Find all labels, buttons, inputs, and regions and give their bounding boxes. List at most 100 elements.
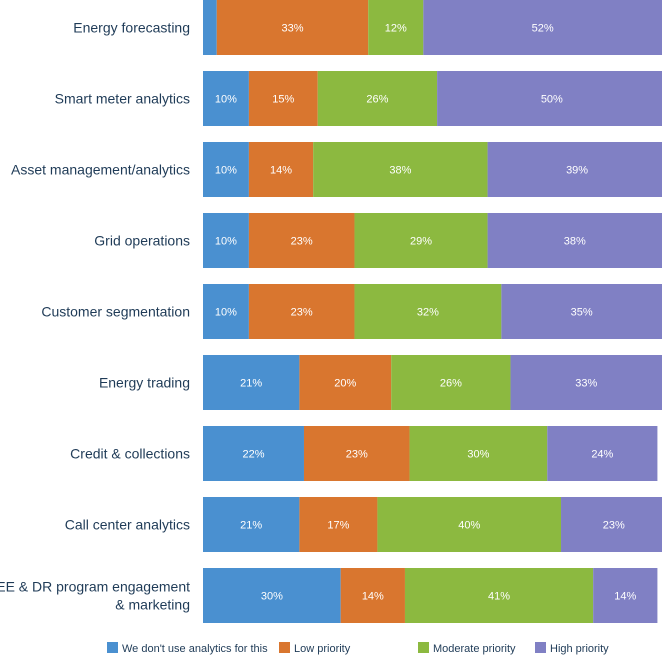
- legend-label: Moderate priority: [433, 643, 516, 655]
- bar-segment: [368, 0, 424, 55]
- bar-segment: [340, 568, 405, 623]
- bar-row: 10% 23% 32% 35%: [203, 284, 662, 339]
- category-labels: Energy forecasting Smart meter analytics A…: [0, 20, 190, 613]
- legend: We don't use analytics for this Low prior…: [107, 642, 609, 655]
- category-label-line: Grid operations: [94, 233, 190, 249]
- legend-item: Moderate priority: [418, 642, 516, 655]
- bar-segment: [299, 355, 392, 410]
- bar-segment: [203, 355, 300, 410]
- category-label: Grid operations: [94, 233, 190, 249]
- category-label-line: EE & DR program engagement: [0, 579, 190, 595]
- bar-segment: [317, 71, 438, 126]
- category-label-line: Smart meter analytics: [55, 91, 190, 107]
- bar-row: 10% 15% 26% 50%: [203, 71, 662, 126]
- data-label: 50%: [541, 94, 563, 106]
- data-label: 26%: [366, 94, 388, 106]
- bar-segment: [561, 497, 662, 552]
- data-label: 26%: [440, 378, 462, 390]
- category-label: EE & DR program engagement & marketing: [0, 579, 190, 613]
- data-label: 12%: [385, 23, 407, 35]
- bar-segment: [203, 497, 300, 552]
- legend-item: Low priority: [279, 642, 351, 655]
- category-label: Asset management/analytics: [11, 162, 190, 178]
- data-label: 39%: [566, 165, 588, 177]
- legend-label: High priority: [550, 643, 609, 655]
- bar-row: 22% 23% 30% 24%: [203, 426, 658, 481]
- data-label: 40%: [458, 520, 480, 532]
- data-label: 14%: [362, 591, 384, 603]
- bar-segment: [248, 71, 318, 126]
- data-label: 33%: [575, 378, 597, 390]
- category-label-line: Energy forecasting: [73, 20, 190, 36]
- bar-segment: [423, 0, 662, 55]
- data-label: 10%: [215, 165, 237, 177]
- bar-segment: [203, 0, 217, 55]
- bar-segment: [487, 142, 662, 197]
- data-label: 23%: [291, 236, 313, 248]
- bar-segment: [248, 142, 314, 197]
- legend-swatch: [279, 642, 290, 653]
- bar-segment: [404, 568, 594, 623]
- bar-segment: [203, 284, 249, 339]
- data-label: 24%: [591, 449, 613, 461]
- bar-segment: [303, 426, 410, 481]
- bar-segment: [501, 284, 662, 339]
- category-label-line: Call center analytics: [65, 517, 190, 533]
- bar-segment: [203, 142, 249, 197]
- bar-segment: [391, 355, 511, 410]
- bar-segment: [593, 568, 658, 623]
- bar-segment: [203, 71, 249, 126]
- bar-row: 21% 20% 26% 33%: [203, 355, 662, 410]
- bar-row: 21% 17% 40% 23%: [203, 497, 662, 552]
- data-label: 14%: [270, 165, 292, 177]
- data-label: 20%: [334, 378, 356, 390]
- data-label: 10%: [215, 94, 237, 106]
- bar-segment: [547, 426, 658, 481]
- legend-label: We don't use analytics for this: [122, 643, 268, 655]
- data-label: 21%: [240, 378, 262, 390]
- category-label: Customer segmentation: [41, 304, 190, 320]
- data-label: 10%: [215, 236, 237, 248]
- bars-group: 33% 12% 52%10% 15% 26% 50%10% 14% 38% 39%10% 23% 2…: [203, 0, 662, 623]
- data-label: 30%: [261, 591, 283, 603]
- category-label-line: Credit & collections: [70, 446, 190, 462]
- category-label: Energy forecasting: [73, 20, 190, 36]
- bar-segment: [313, 142, 488, 197]
- data-label: 30%: [467, 449, 489, 461]
- category-label: Smart meter analytics: [55, 91, 190, 107]
- data-label: 23%: [291, 307, 313, 319]
- data-label: 10%: [215, 307, 237, 319]
- data-label: 23%: [346, 449, 368, 461]
- category-label: Credit & collections: [70, 446, 190, 462]
- data-label: 52%: [532, 23, 554, 35]
- bar-segment: [354, 284, 502, 339]
- data-label: 38%: [564, 236, 586, 248]
- category-label-line: Energy trading: [99, 375, 190, 391]
- category-label-line: Customer segmentation: [41, 304, 190, 320]
- data-label: 35%: [571, 307, 593, 319]
- data-label: 14%: [614, 591, 636, 603]
- bar-segment: [248, 213, 355, 268]
- data-label: 33%: [281, 23, 303, 35]
- legend-swatch: [418, 642, 429, 653]
- bar-segment: [203, 426, 304, 481]
- category-label: Energy trading: [99, 375, 190, 391]
- bar-segment: [377, 497, 562, 552]
- bar-row: 10% 23% 29% 38%: [203, 213, 662, 268]
- data-label: 38%: [389, 165, 411, 177]
- bar-segment: [299, 497, 378, 552]
- data-label: 17%: [327, 520, 349, 532]
- bar-segment: [216, 0, 369, 55]
- data-label: 23%: [603, 520, 625, 532]
- data-label: 32%: [417, 307, 439, 319]
- legend-item: We don't use analytics for this: [107, 642, 268, 655]
- category-label-line: & marketing: [115, 597, 190, 613]
- bar-segment: [354, 213, 488, 268]
- legend-swatch: [535, 642, 546, 653]
- bar-segment: [510, 355, 662, 410]
- category-label: Call center analytics: [65, 517, 190, 533]
- legend-swatch: [107, 642, 118, 653]
- bar-row: 10% 14% 38% 39%: [203, 142, 662, 197]
- bar-row: 30% 14% 41% 14%: [203, 568, 658, 623]
- data-label: 29%: [410, 236, 432, 248]
